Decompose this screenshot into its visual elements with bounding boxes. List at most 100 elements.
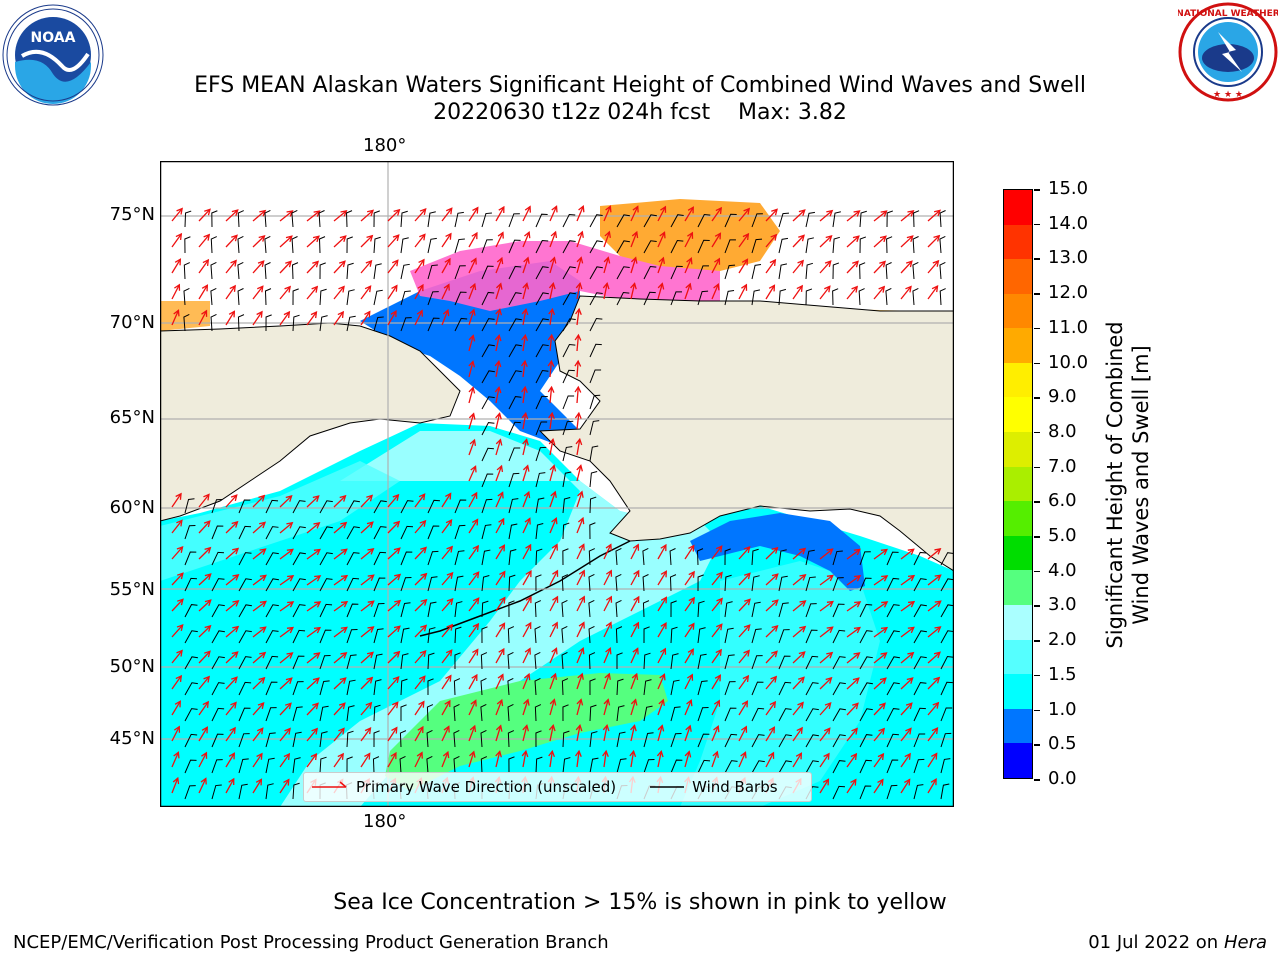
wave-direction-arrow bbox=[657, 622, 667, 638]
wave-direction-arrowhead bbox=[443, 725, 450, 733]
wind-barb bbox=[589, 678, 596, 696]
colorbar-tick-label: 1.0 bbox=[1048, 698, 1077, 720]
wave-direction-arrow bbox=[819, 753, 830, 768]
wind-barb bbox=[805, 682, 819, 696]
wind-barb bbox=[859, 577, 872, 592]
wind-barb bbox=[561, 574, 568, 592]
wind-barb bbox=[670, 239, 684, 254]
wave-direction-arrow bbox=[603, 622, 612, 638]
wave-direction-arrowhead bbox=[420, 624, 428, 632]
wave-direction-arrow bbox=[198, 520, 211, 534]
wind-barb bbox=[940, 630, 954, 644]
wave-direction-arrow bbox=[279, 311, 290, 326]
wave-direction-arrowhead bbox=[497, 673, 504, 681]
wave-direction-arrow bbox=[306, 728, 318, 742]
wave-direction-arrow bbox=[306, 286, 318, 300]
wave-direction-arrow bbox=[171, 233, 182, 248]
wave-direction-arrow bbox=[522, 465, 529, 482]
wave-direction-arrowhead bbox=[231, 676, 238, 684]
wave-direction-arrow bbox=[306, 210, 320, 222]
wave-direction-arrowhead bbox=[550, 490, 557, 498]
wind-barb bbox=[481, 626, 488, 644]
wave-direction-arrow bbox=[495, 674, 504, 690]
wave-direction-arrowhead bbox=[521, 333, 528, 342]
aleutians bbox=[419, 540, 631, 637]
wave-direction-arrowhead bbox=[470, 699, 477, 707]
wave-direction-arrow bbox=[522, 648, 531, 664]
wave-direction-arrow bbox=[576, 206, 584, 222]
colorbar-tick-label: 1.5 bbox=[1048, 663, 1077, 685]
wave-direction-arrow bbox=[198, 547, 211, 560]
wind-barb bbox=[859, 603, 873, 618]
colorbar-tick-label: 9.0 bbox=[1048, 386, 1077, 408]
wave-direction-arrow bbox=[198, 573, 212, 586]
wind-barb bbox=[480, 703, 487, 722]
wave-direction-arrow bbox=[468, 674, 478, 690]
wind-barb bbox=[939, 210, 946, 228]
wind-barb bbox=[615, 600, 622, 618]
wave-direction-arrowhead bbox=[498, 544, 506, 552]
wind-barb bbox=[346, 730, 354, 748]
wind-barb bbox=[319, 315, 328, 332]
wave-direction-arrow bbox=[495, 335, 500, 352]
wind-barb bbox=[859, 682, 873, 696]
wind-barb bbox=[534, 651, 541, 670]
svg-text:★ ★ ★: ★ ★ ★ bbox=[1213, 90, 1243, 100]
wave-direction-arrow bbox=[711, 207, 722, 222]
colorbar-segment bbox=[1004, 189, 1032, 225]
wave-direction-arrow bbox=[711, 572, 723, 586]
wind-barb bbox=[319, 603, 333, 618]
wind-barb bbox=[939, 288, 946, 306]
wind-barb bbox=[184, 551, 197, 566]
wind-barb bbox=[778, 681, 792, 696]
wave-direction-arrowhead bbox=[633, 621, 640, 629]
wave-direction-arrow bbox=[360, 702, 372, 716]
wave-direction-arrowhead bbox=[933, 209, 941, 217]
wave-direction-arrow bbox=[225, 494, 238, 508]
wind-barb bbox=[535, 574, 542, 592]
wave-direction-arrowhead bbox=[686, 673, 694, 681]
wind-barb bbox=[346, 315, 356, 332]
wind-barb bbox=[427, 576, 438, 592]
gulf-low-wave bbox=[690, 513, 865, 591]
wave-direction-arrow bbox=[684, 258, 692, 274]
wave-direction-arrow bbox=[522, 544, 532, 560]
wind-barb bbox=[400, 263, 410, 280]
wind-barb bbox=[480, 652, 488, 670]
wave-direction-arrow bbox=[360, 209, 374, 222]
wind-barb bbox=[859, 630, 873, 644]
colorbar-tick bbox=[1034, 189, 1040, 191]
wave-direction-arrowhead bbox=[716, 597, 723, 605]
wave-direction-arrow bbox=[414, 208, 427, 222]
wave-direction-arrow bbox=[846, 753, 857, 768]
wave-direction-arrow bbox=[468, 725, 476, 742]
wave-direction-arrow bbox=[549, 491, 556, 508]
wave-direction-arrowhead bbox=[337, 310, 345, 318]
wave-direction-arrowhead bbox=[798, 234, 805, 242]
wave-direction-arrowhead bbox=[854, 575, 862, 582]
wave-direction-arrowhead bbox=[393, 208, 401, 216]
wind-barb bbox=[616, 266, 630, 280]
wave-direction-arrow bbox=[468, 597, 480, 612]
wind-barb bbox=[588, 548, 595, 566]
wave-direction-arrowhead bbox=[712, 750, 719, 758]
wave-direction-arrow bbox=[279, 702, 292, 716]
wave-direction-arrowhead bbox=[521, 385, 528, 393]
colorbar-tick-label: 4.0 bbox=[1048, 559, 1077, 581]
wind-barb bbox=[724, 760, 738, 774]
wind-barb bbox=[454, 499, 467, 514]
wave-direction-arrowhead bbox=[715, 206, 723, 214]
wave-direction-arrowhead bbox=[742, 232, 750, 241]
wave-direction-arrowhead bbox=[632, 543, 640, 551]
wind-barb bbox=[265, 578, 279, 592]
colorbar-segment bbox=[1004, 328, 1032, 363]
wave-direction-arrow bbox=[252, 521, 266, 534]
wind-barb bbox=[805, 237, 814, 254]
wave-zone-15m bbox=[160, 461, 400, 581]
wave-direction-arrow bbox=[360, 626, 374, 638]
wave-direction-arrowhead bbox=[716, 571, 723, 579]
wave-direction-arrow bbox=[387, 625, 401, 638]
wind-barb bbox=[616, 731, 626, 748]
wave-direction-arrow bbox=[495, 283, 502, 300]
wave-direction-arrow bbox=[657, 570, 667, 586]
